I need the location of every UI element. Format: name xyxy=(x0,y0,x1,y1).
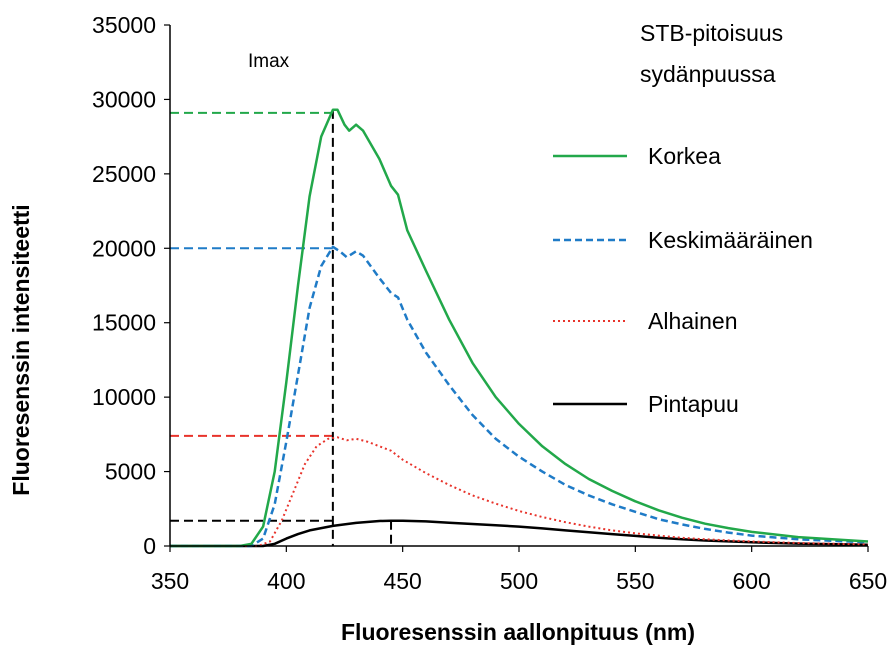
legend-label: Alhainen xyxy=(648,308,738,334)
imax-annotation: Imax xyxy=(248,51,290,72)
x-tick-label: 600 xyxy=(732,568,770,594)
y-tick-label: 30000 xyxy=(92,86,156,112)
series-line-korkea xyxy=(170,108,869,548)
series-line-alhainen xyxy=(170,436,869,547)
x-tick-label: 350 xyxy=(151,568,189,594)
x-tick-label: 400 xyxy=(267,568,305,594)
tick-labels: 0 5000 10000 15000 20000 25000 30000 35000 350 40… xyxy=(92,12,887,594)
legend-title-line-2: sydänpuussa xyxy=(640,61,776,87)
x-tick-label: 550 xyxy=(616,568,654,594)
x-axis-title: Fluoresenssin aallonpituus (nm) xyxy=(341,619,695,645)
series-line-keskimääräinen xyxy=(170,245,869,548)
x-tick-label: 500 xyxy=(500,568,538,594)
legend-label: Keskimääräinen xyxy=(648,227,813,253)
y-tick-label: 5000 xyxy=(105,459,156,485)
y-tick-label: 25000 xyxy=(92,161,156,187)
y-tick-label: 15000 xyxy=(92,310,156,336)
y-tick-label: 35000 xyxy=(92,12,156,38)
legend-label: Korkea xyxy=(648,143,721,169)
y-tick-label: 20000 xyxy=(92,235,156,261)
x-tick-label: 650 xyxy=(849,568,887,594)
reference-lines xyxy=(170,109,393,546)
y-tick-label: 10000 xyxy=(92,384,156,410)
series-line-pintapuu xyxy=(170,519,869,548)
legend-title-line-1: STB-pitoisuus xyxy=(640,20,783,46)
legend-label: Pintapuu xyxy=(648,391,739,417)
x-tick-label: 450 xyxy=(383,568,421,594)
y-axis-title: Fluoresenssin intensiteetti xyxy=(8,204,34,495)
legend: Korkea Keskimääräinen Alhainen Pintapuu xyxy=(553,143,813,417)
series-lines xyxy=(170,108,869,548)
y-tick-label: 0 xyxy=(143,533,156,559)
